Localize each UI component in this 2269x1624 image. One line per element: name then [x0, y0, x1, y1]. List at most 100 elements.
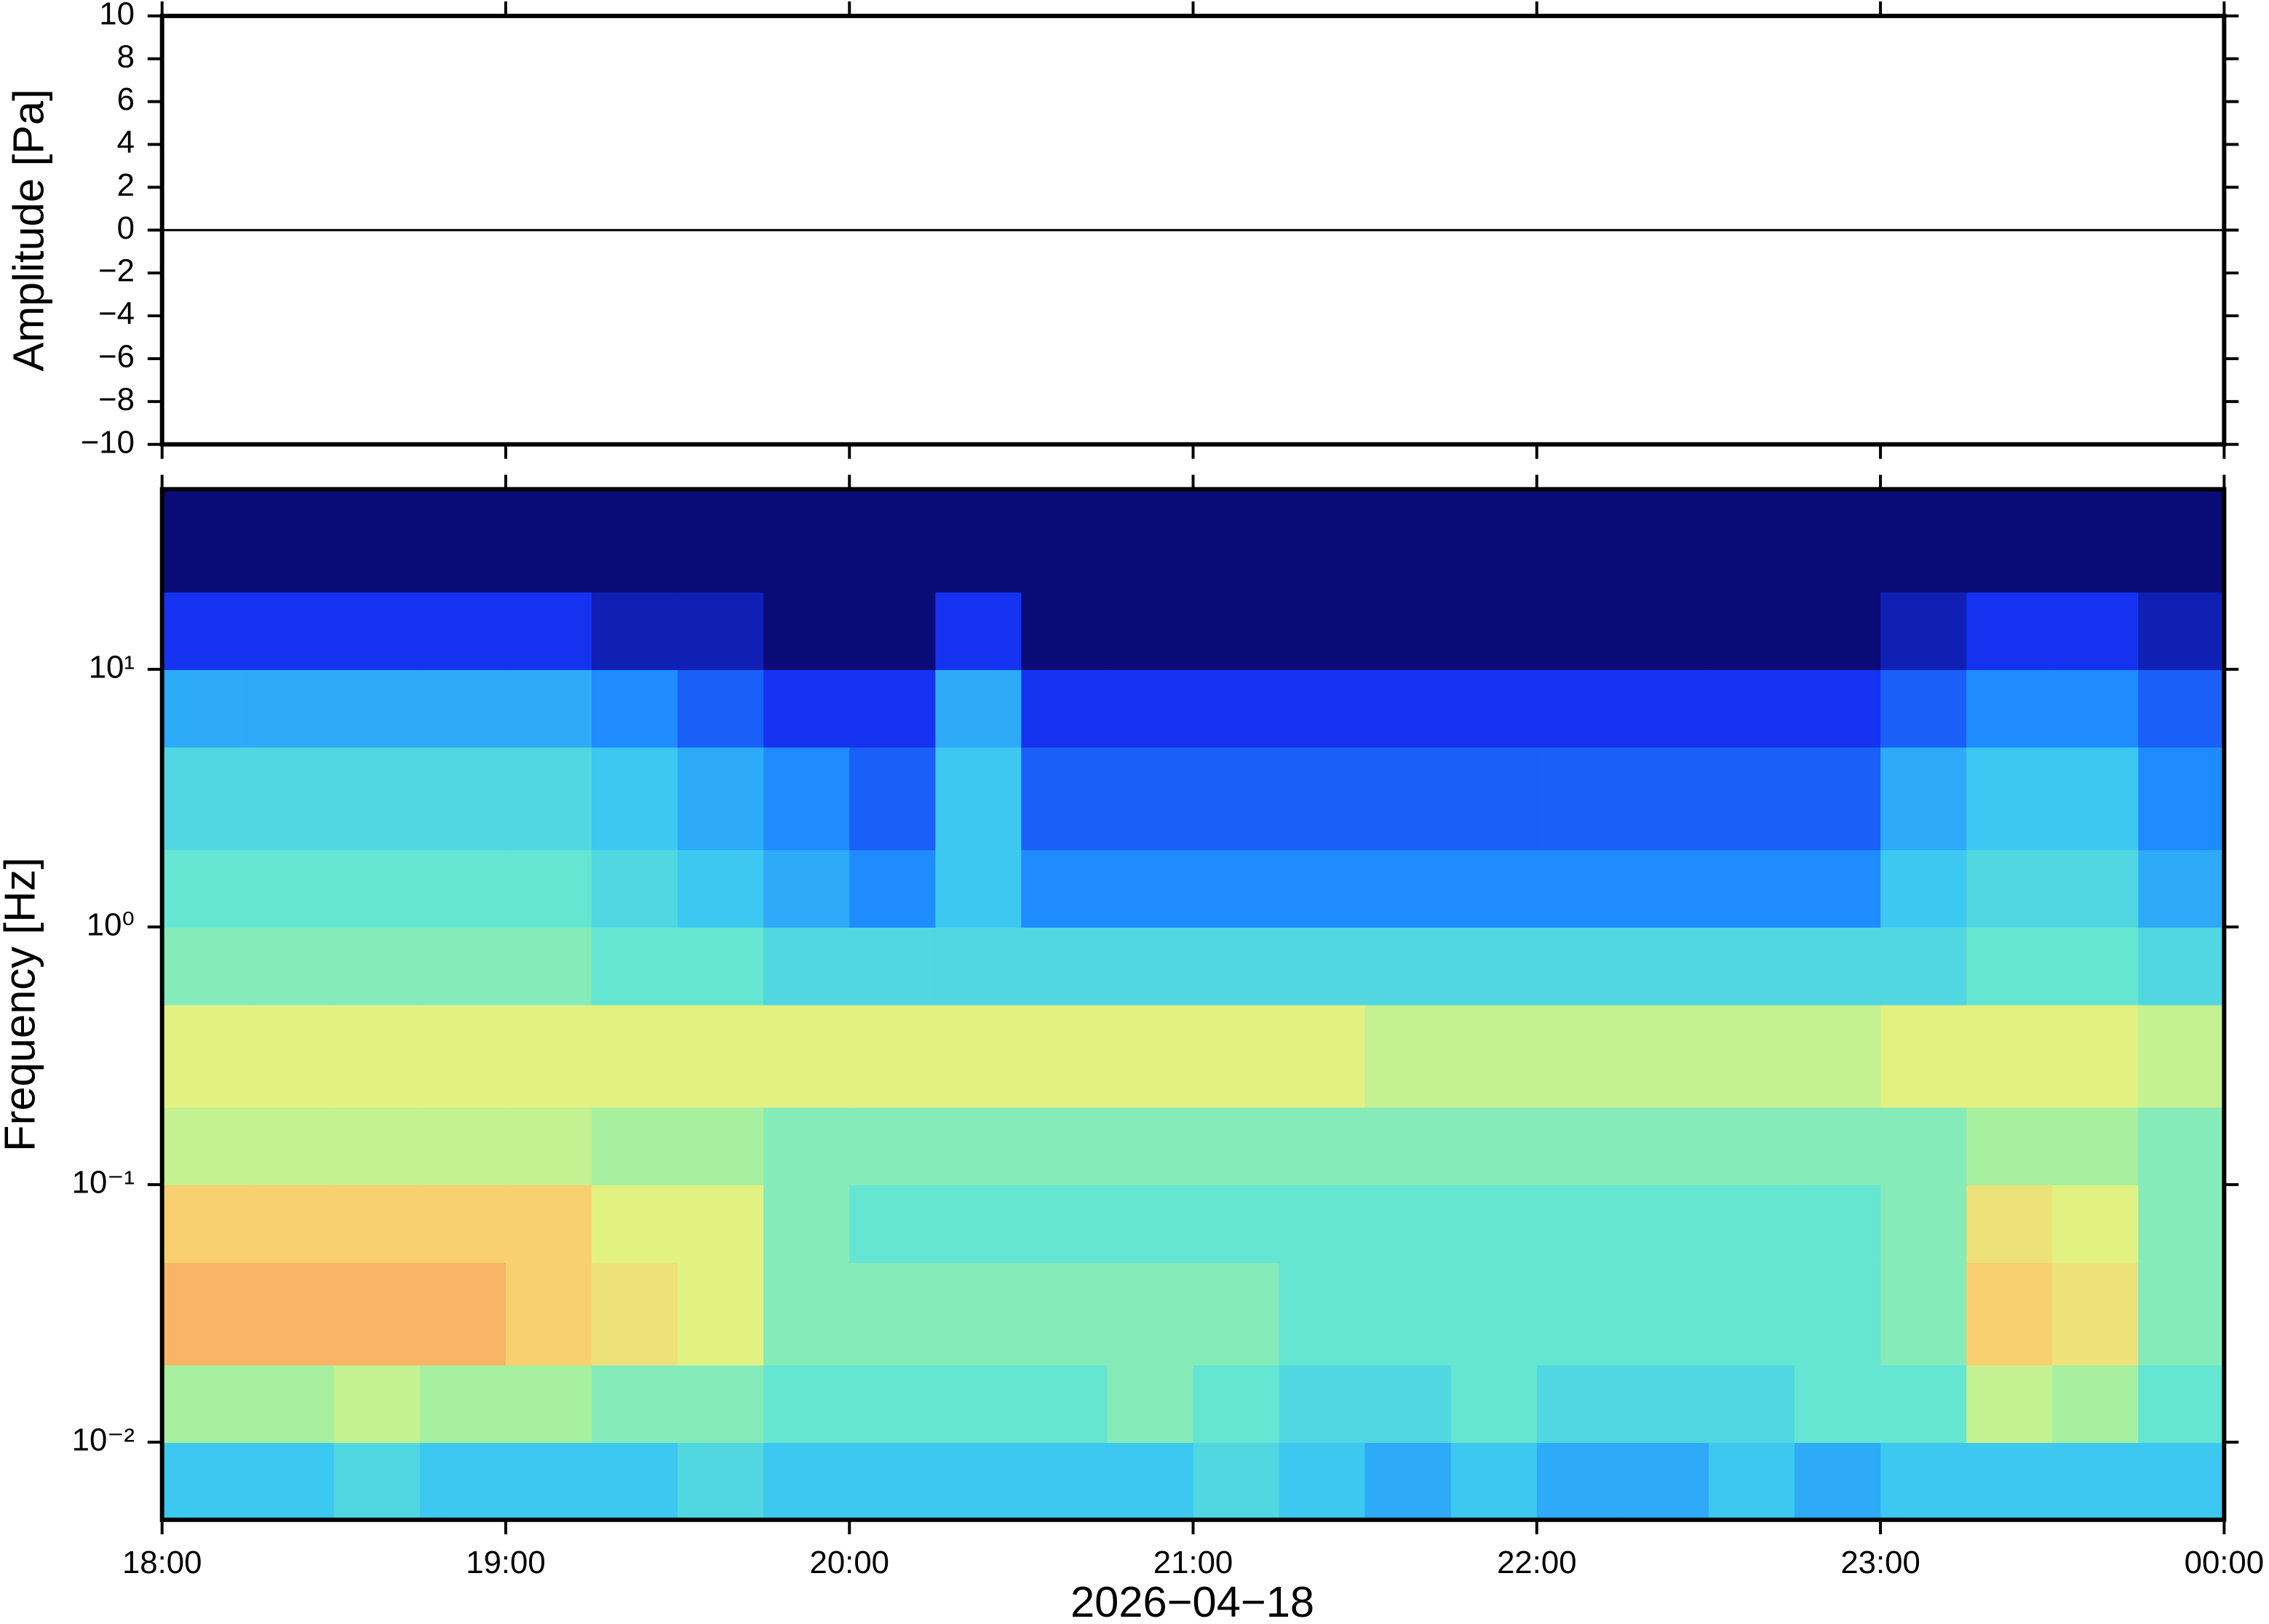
spectrogram-cell: [505, 669, 593, 748]
spectrogram-cell: [1450, 592, 1538, 670]
spectrogram-cell: [1795, 1185, 1882, 1263]
spectrogram-cell: [1536, 1185, 1624, 1263]
spectrogram-cell: [1107, 747, 1194, 851]
spectrogram-cell: [1622, 1185, 1709, 1263]
spectrogram-cell: [763, 1107, 851, 1186]
y-tick-label: 10⁻¹: [72, 1165, 135, 1201]
spectrogram-cell: [2052, 1107, 2139, 1186]
x-tick-label: 19:00: [466, 1545, 545, 1580]
spectrogram-cell: [592, 669, 679, 748]
spectrogram-cell: [247, 1004, 335, 1108]
spectrogram-cell: [1279, 926, 1366, 1006]
spectrogram-cell: [763, 1262, 851, 1366]
spectrogram-cell: [1708, 1004, 1796, 1108]
spectrogram-cell: [162, 1107, 249, 1186]
spectrogram-cell: [1708, 849, 1796, 928]
spectrogram-cell: [1021, 1185, 1108, 1263]
spectrogram-cell: [1279, 489, 1366, 593]
spectrogram-cell: [1450, 1107, 1538, 1186]
y-tick-label: −10: [81, 424, 135, 460]
spectrogram-cell: [162, 1364, 249, 1444]
spectrogram-cell: [2138, 592, 2225, 670]
spectrogram-cell: [677, 1185, 765, 1263]
spectrogram-cell: [763, 926, 851, 1006]
spectrogram-cell: [1966, 1185, 2054, 1263]
spectrogram-cell: [1536, 1107, 1624, 1186]
spectrogram-cell: [1193, 926, 1280, 1006]
spectrogram-cell: [1966, 592, 2054, 670]
spectrogram-cell: [1880, 1107, 1968, 1186]
spectrogram-cell: [677, 592, 765, 670]
spectrogram-cell: [1279, 1364, 1366, 1444]
spectrogram-cell: [1193, 489, 1280, 593]
spectrogram-cell: [162, 849, 249, 928]
spectrogram-cell: [1966, 1107, 2054, 1186]
spectrogram-cell: [935, 1004, 1022, 1108]
spectrogram-cell: [935, 747, 1022, 851]
spectrogram-cell: [1708, 669, 1796, 748]
spectrogram-cell: [763, 489, 851, 593]
y-tick-label: 4: [117, 124, 135, 160]
spectrogram-cell: [1880, 1364, 1968, 1444]
spectrogram-cell: [1450, 849, 1538, 928]
spectrogram-cell: [419, 1185, 506, 1263]
spectrogram-cell: [1880, 1442, 1968, 1521]
spectrogram-cell: [1795, 669, 1882, 748]
spectrogram-cell: [1107, 926, 1194, 1006]
spectrogram-cell: [1107, 489, 1194, 593]
spectrogram-cell: [1880, 1262, 1968, 1366]
y-tick-label: −8: [98, 381, 135, 417]
spectrogram-cell: [1364, 1364, 1452, 1444]
spectrogram-cell: [1795, 747, 1882, 851]
x-tick-label: 00:00: [2185, 1545, 2264, 1580]
spectrogram-cell: [333, 669, 421, 748]
spectrogram-cell: [333, 926, 421, 1006]
spectrogram-cell: [1536, 1364, 1624, 1444]
spectrogram-cell: [162, 592, 249, 670]
spectrogram-cell: [1966, 1442, 2054, 1521]
spectrogram-cell: [1450, 1364, 1538, 1444]
spectrogram-cell: [1708, 592, 1796, 670]
spectrogram-cell: [1622, 489, 1709, 593]
spectrogram-cell: [935, 1442, 1022, 1521]
spectrogram-cell: [247, 1107, 335, 1186]
spectrogram-cell: [677, 1442, 765, 1521]
spectrogram-cell: [1364, 1004, 1452, 1108]
spectrogram-cell: [333, 1364, 421, 1444]
spectrogram-cell: [505, 1364, 593, 1444]
spectrogram-cell: [763, 669, 851, 748]
spectrogram-cell: [333, 1185, 421, 1263]
spectrogram-cell: [677, 926, 765, 1006]
y-tick-label: 8: [117, 39, 135, 74]
spectrogram-cell: [419, 1107, 506, 1186]
spectrogram-cell: [1708, 747, 1796, 851]
spectrogram-cell: [1536, 1442, 1624, 1521]
spectrogram-cell: [1364, 1185, 1452, 1263]
spectrogram-cell: [1021, 1107, 1108, 1186]
spectrogram-cell: [1107, 1442, 1194, 1521]
spectrogram-cell: [1021, 1442, 1108, 1521]
spectrogram-cell: [2138, 1004, 2225, 1108]
spectrogram-cell: [849, 1364, 937, 1444]
spectrogram-cell: [2138, 926, 2225, 1006]
spectrogram-cell: [2052, 1004, 2139, 1108]
spectrogram-cell: [505, 1442, 593, 1521]
spectrogram-cell: [505, 849, 593, 928]
spectrogram-cell: [2052, 592, 2139, 670]
spectrogram-cell: [247, 747, 335, 851]
spectrogram-cell: [592, 1442, 679, 1521]
spectrogram-cell: [1622, 1262, 1709, 1366]
spectrogram-cell: [2052, 747, 2139, 851]
y-tick-label: −6: [98, 339, 135, 375]
spectrogram-cell: [1450, 489, 1538, 593]
spectrogram-cell: [849, 849, 937, 928]
spectrogram-cell: [592, 1364, 679, 1444]
y-tick-label: 10⁻²: [72, 1422, 135, 1458]
spectrogram-cell: [935, 1185, 1022, 1263]
spectrogram-cell: [1107, 669, 1194, 748]
spectrogram-cell: [1966, 747, 2054, 851]
spectrogram-cell: [2138, 489, 2225, 593]
spectrogram-cell: [1364, 849, 1452, 928]
spectrogram-cell: [935, 489, 1022, 593]
